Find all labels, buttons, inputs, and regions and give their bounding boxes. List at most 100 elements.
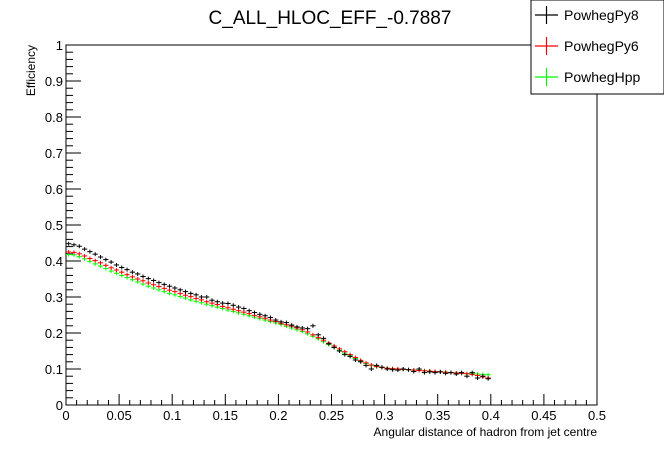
legend-entry: PowhegHpp: [535, 68, 640, 86]
x-tick-label: 0.3: [376, 408, 394, 423]
data-point: [267, 315, 274, 320]
data-point: [283, 320, 290, 325]
data-point: [299, 325, 305, 330]
legend-entry: PowhegPy6: [535, 37, 639, 55]
data-point: [464, 374, 470, 379]
data-point: [235, 308, 242, 313]
data-point: [97, 260, 104, 265]
data-point: [405, 367, 412, 372]
y-tick-label: 0.8: [45, 110, 63, 125]
data-point: [161, 286, 167, 291]
data-point: [485, 376, 491, 381]
data-point: [458, 370, 465, 375]
data-point: [310, 332, 316, 337]
chart-title: C_ALL_HLOC_EFF_-0.7887: [209, 8, 452, 29]
x-tick-label: 0.05: [106, 408, 131, 423]
data-point: [198, 295, 205, 299]
data-point: [352, 358, 359, 362]
y-axis-label: Efficiency: [24, 45, 38, 96]
data-point: [150, 278, 157, 283]
data-point: [87, 256, 93, 261]
data-point: [166, 284, 173, 289]
data-point: [193, 292, 199, 297]
data-point: [204, 295, 210, 299]
data-point: [119, 270, 125, 275]
data-point: [140, 278, 146, 283]
data-point: [389, 367, 396, 372]
data-point: [395, 368, 401, 373]
data-point: [230, 303, 236, 308]
data-point: [273, 318, 279, 323]
data-point: [304, 326, 311, 331]
y-tick-label: 0.4: [45, 254, 63, 269]
data-point: [358, 359, 364, 364]
legend-label: PowhegPy8: [564, 7, 639, 23]
data-point: [289, 323, 295, 328]
data-point: [294, 324, 300, 329]
data-point: [230, 307, 236, 312]
data-point: [166, 288, 173, 293]
data-point: [373, 363, 380, 368]
data-point: [278, 319, 284, 324]
x-tick-label: 0.5: [588, 408, 606, 423]
data-point: [193, 296, 199, 301]
data-point: [113, 262, 120, 267]
data-point: [379, 365, 385, 370]
data-point: [172, 286, 178, 290]
data-point: [384, 367, 390, 371]
legend: PowhegPy8 PowhegPy6 PowhegHpp: [530, 0, 664, 95]
legend-label: PowhegPy6: [564, 38, 639, 54]
x-tick-label: 0.25: [319, 408, 344, 423]
data-point: [108, 260, 114, 265]
data-point: [92, 252, 98, 257]
series-PowhegPy8: [66, 241, 491, 381]
data-point: [432, 370, 438, 375]
legend-box: [530, 0, 664, 95]
data-point: [87, 249, 93, 254]
data-point: [81, 253, 88, 258]
legend-entry: PowhegPy8: [535, 6, 639, 24]
y-tick-label: 0.2: [45, 326, 63, 341]
data-point: [81, 247, 88, 252]
data-point: [251, 310, 258, 315]
data-point: [76, 251, 82, 256]
data-point: [400, 367, 406, 371]
data-point: [368, 367, 374, 371]
data-point: [315, 332, 321, 337]
data-point: [135, 277, 141, 281]
y-tick-label: 0.1: [45, 362, 63, 377]
data-point: [108, 265, 114, 270]
data-point: [156, 280, 162, 285]
data-point: [177, 287, 183, 292]
data-point: [363, 363, 369, 368]
data-point: [214, 299, 220, 304]
data-point: [474, 376, 481, 380]
x-tick-label: 0.2: [269, 408, 287, 423]
data-point: [427, 369, 433, 374]
data-point: [310, 323, 316, 328]
y-tick-label: 0: [56, 398, 63, 413]
series-PowhegPy6: [66, 250, 491, 380]
data-point: [347, 354, 353, 359]
data-point: [320, 336, 327, 341]
data-point: [156, 284, 162, 289]
y-tick-label: 0.6: [45, 182, 63, 197]
data-point: [140, 274, 146, 279]
data-point: [480, 374, 486, 379]
y-tick-label: 0.9: [45, 74, 63, 89]
data-point: [235, 305, 242, 310]
legend-label: PowhegHpp: [564, 69, 640, 85]
data-point: [145, 276, 151, 281]
data-point: [204, 299, 210, 304]
x-tick-label: 0.15: [213, 408, 238, 423]
data-point: [342, 352, 348, 357]
data-point: [182, 289, 189, 294]
data-point: [437, 369, 444, 374]
data-point: [66, 250, 72, 254]
data-point: [66, 241, 72, 246]
y-axis: 0 0.1 0.2 0.3 0.4 0.5 0.6 0.7 0.8 0.9 1: [45, 38, 81, 413]
data-point: [161, 282, 167, 287]
data-point: [129, 274, 136, 279]
data-point: [103, 263, 109, 268]
